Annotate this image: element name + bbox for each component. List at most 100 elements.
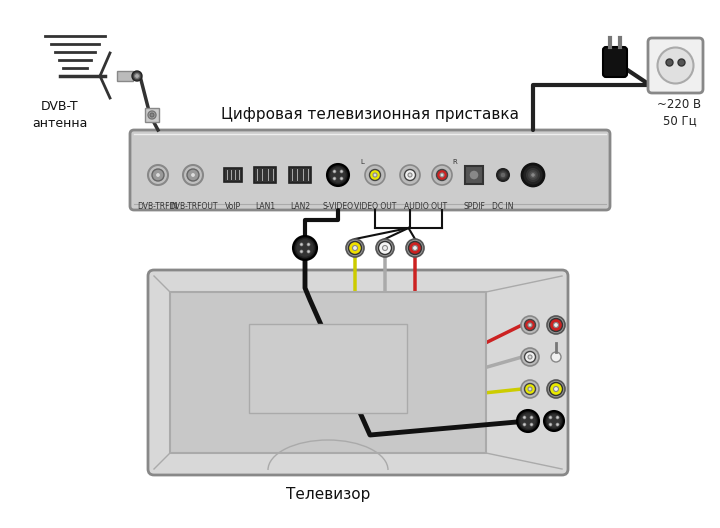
Circle shape <box>148 111 156 119</box>
Circle shape <box>531 173 536 177</box>
Circle shape <box>549 318 562 332</box>
Circle shape <box>295 239 315 258</box>
Circle shape <box>408 241 421 254</box>
Circle shape <box>554 386 559 391</box>
Circle shape <box>528 355 532 359</box>
Circle shape <box>547 380 565 398</box>
Circle shape <box>549 416 552 419</box>
Circle shape <box>150 113 154 117</box>
Circle shape <box>521 316 539 334</box>
FancyBboxPatch shape <box>603 47 627 77</box>
Circle shape <box>521 380 539 398</box>
Text: DVB-TRFIN: DVB-TRFIN <box>138 202 179 211</box>
Circle shape <box>528 323 532 327</box>
Bar <box>249 324 407 413</box>
Text: DVB-T
антенна: DVB-T антенна <box>32 100 88 130</box>
Text: Телевизор: Телевизор <box>286 487 370 502</box>
Circle shape <box>666 59 673 66</box>
Text: R: R <box>453 159 457 165</box>
Circle shape <box>406 239 424 257</box>
Circle shape <box>549 382 562 395</box>
Circle shape <box>148 165 168 185</box>
Circle shape <box>340 170 343 173</box>
Circle shape <box>528 387 532 391</box>
Circle shape <box>546 413 562 429</box>
Text: S-VIDEO: S-VIDEO <box>323 202 354 211</box>
Circle shape <box>333 177 336 180</box>
Circle shape <box>521 348 539 366</box>
Circle shape <box>379 241 392 254</box>
Circle shape <box>405 169 415 181</box>
Text: ~220 В
50 Гц: ~220 В 50 Гц <box>657 98 701 127</box>
Circle shape <box>530 423 533 426</box>
Circle shape <box>369 169 380 181</box>
Circle shape <box>408 173 412 177</box>
Circle shape <box>551 352 561 362</box>
Circle shape <box>657 48 693 83</box>
Circle shape <box>436 169 448 181</box>
Bar <box>465 166 483 184</box>
Circle shape <box>524 383 536 394</box>
Circle shape <box>376 239 394 257</box>
Circle shape <box>300 243 303 246</box>
Circle shape <box>132 71 142 81</box>
Bar <box>117 71 133 81</box>
Circle shape <box>549 423 552 426</box>
Circle shape <box>307 250 310 253</box>
Text: SPDIF: SPDIF <box>463 202 485 211</box>
Circle shape <box>554 323 559 327</box>
Bar <box>254 167 276 183</box>
Circle shape <box>156 173 161 177</box>
Circle shape <box>365 165 385 185</box>
Bar <box>289 167 311 183</box>
Circle shape <box>152 169 164 181</box>
Circle shape <box>373 173 377 177</box>
Circle shape <box>400 165 420 185</box>
FancyBboxPatch shape <box>648 38 703 93</box>
Circle shape <box>530 416 533 419</box>
Text: AUDIO OUT: AUDIO OUT <box>405 202 448 211</box>
Circle shape <box>547 316 565 334</box>
Circle shape <box>333 170 336 173</box>
Text: LAN1: LAN1 <box>255 202 275 211</box>
Circle shape <box>300 250 303 253</box>
Text: L: L <box>360 159 364 165</box>
Circle shape <box>544 411 564 431</box>
Circle shape <box>135 73 140 79</box>
Text: DC IN: DC IN <box>492 202 514 211</box>
Circle shape <box>497 169 509 181</box>
Circle shape <box>382 246 387 250</box>
Bar <box>224 168 242 182</box>
Circle shape <box>524 319 536 331</box>
Circle shape <box>469 170 479 180</box>
Circle shape <box>520 412 536 429</box>
Circle shape <box>500 172 506 178</box>
Circle shape <box>527 169 539 181</box>
Circle shape <box>346 239 364 257</box>
Text: VoIP: VoIP <box>225 202 241 211</box>
Circle shape <box>187 169 199 181</box>
Bar <box>145 108 159 122</box>
Circle shape <box>330 166 346 184</box>
Circle shape <box>432 165 452 185</box>
Circle shape <box>191 173 196 177</box>
Circle shape <box>440 173 444 177</box>
FancyBboxPatch shape <box>148 270 568 475</box>
Circle shape <box>556 423 559 426</box>
Text: DVB-TRFOUT: DVB-TRFOUT <box>168 202 217 211</box>
Circle shape <box>293 236 317 260</box>
Circle shape <box>522 164 544 186</box>
Circle shape <box>524 352 536 363</box>
Text: VIDEO OUT: VIDEO OUT <box>354 202 396 211</box>
Circle shape <box>353 246 358 250</box>
Text: Цифровая телевизионная приставка: Цифровая телевизионная приставка <box>221 107 519 122</box>
Circle shape <box>517 410 539 432</box>
Circle shape <box>307 243 310 246</box>
Circle shape <box>523 416 526 419</box>
Text: LAN2: LAN2 <box>290 202 310 211</box>
Circle shape <box>413 246 418 250</box>
Circle shape <box>327 164 349 186</box>
Circle shape <box>348 241 361 254</box>
Circle shape <box>678 59 685 66</box>
FancyBboxPatch shape <box>130 130 610 210</box>
